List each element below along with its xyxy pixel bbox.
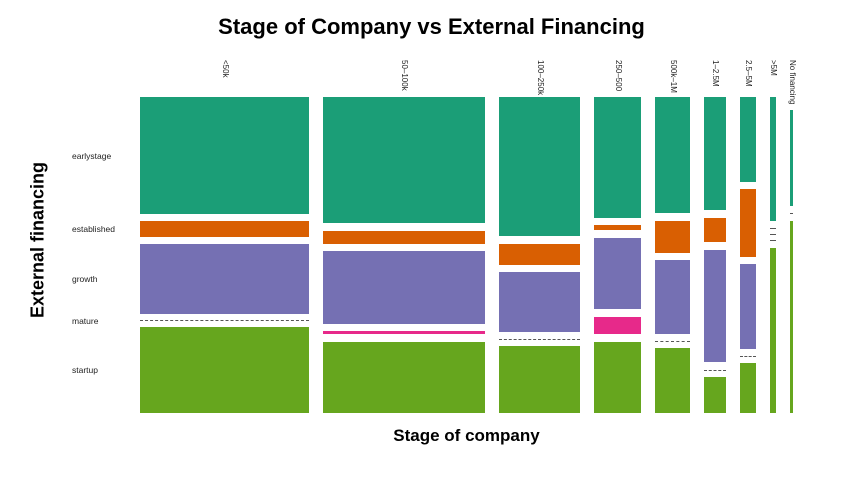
empty-cell-mature [140,320,309,321]
mosaic-cell-earlystage [655,97,690,213]
chart-title: Stage of Company vs External Financing [218,14,645,39]
mosaic-cell-startup [740,363,756,413]
mosaic-cell-earlystage [140,97,309,214]
empty-cell-mature [655,341,690,342]
y-axis-label: External financing [27,161,48,319]
column-label: No financing [787,60,797,105]
row-label-growth: growth [72,274,98,284]
mosaic-cell-earlystage [740,97,756,182]
mosaic-cell-growth [704,250,726,362]
empty-cell-mature [740,356,756,357]
mosaic-cell-growth [323,251,485,324]
mosaic-cell-earlystage [704,97,726,210]
mosaic-cell-startup [790,221,793,413]
mosaic-cell-startup [323,342,485,413]
mosaic-cell-earlystage [770,97,776,221]
mosaic-cell-established [323,231,485,244]
mosaic-cell-established [740,189,756,257]
mosaic-cell-earlystage [790,110,793,206]
mosaic-cell-growth [140,244,309,314]
mosaic-cell-established [704,218,726,242]
mosaic-cell-startup [140,327,309,413]
row-label-startup: startup [72,365,98,375]
row-label-earlystage: earlystage [72,151,112,161]
column-label: 1–2.5M [711,60,720,87]
x-axis-label: Stage of company [393,426,540,445]
empty-cell-growth [770,234,776,235]
empty-cell-mature [704,370,726,371]
column-label: 500k–1M [668,60,678,93]
column-label: 100–250k [535,60,545,96]
empty-cell-mature [770,240,776,241]
mosaic-cell-startup [499,346,580,413]
mosaic-cell-mature [323,331,485,334]
mosaic-cell-established [655,221,690,253]
mosaic-cell-earlystage [594,97,641,218]
mosaic-cell-growth [740,264,756,349]
mosaic-cell-established [140,221,309,237]
mosaic-cell-established [594,225,641,230]
mosaic-cell-earlystage [323,97,485,223]
row-label-established: established [72,224,116,234]
row-label-mature: mature [72,316,99,326]
mosaic-cell-startup [704,377,726,413]
empty-cell-established [770,228,776,229]
mosaic-cell-startup [594,342,641,413]
mosaic-cell-established [499,244,580,265]
mosaic-cell-mature [594,317,641,334]
column-label: 50–100k [400,60,409,91]
mosaic-cell-growth [499,272,580,332]
empty-cell-mature [499,339,580,340]
mosaic-cell-growth [594,238,641,309]
mosaic-cell-startup [770,248,776,413]
mosaic-cell-earlystage [499,97,580,236]
column-label: 250–500 [613,60,623,92]
mosaic-cell-startup [655,348,690,413]
empty-cell-established [790,213,793,214]
mosaic-cell-growth [655,260,690,334]
column-label: <50k [220,60,230,78]
